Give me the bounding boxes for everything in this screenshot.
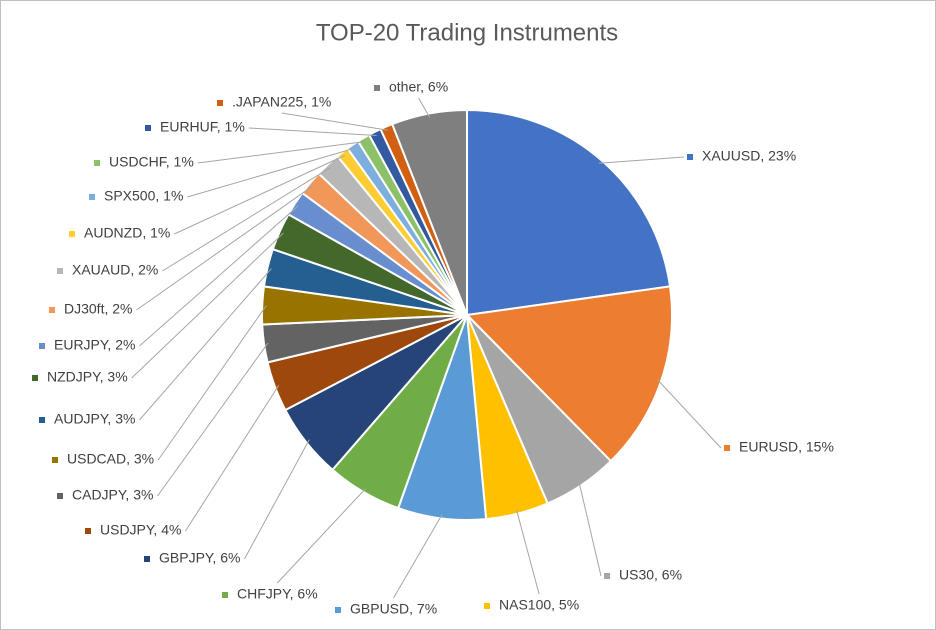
data-label: XAUUSD, 23% — [702, 148, 796, 164]
label-marker — [32, 375, 38, 381]
label-marker — [57, 268, 63, 274]
label-marker — [687, 154, 693, 160]
data-label: .JAPAN225, 1% — [232, 94, 331, 110]
leader-line — [185, 385, 280, 532]
leader-line — [248, 127, 377, 136]
data-label: USDJPY, 4% — [100, 522, 181, 538]
leader-line — [157, 342, 269, 497]
label-marker — [89, 194, 95, 200]
label-marker — [604, 573, 610, 579]
data-label: EURJPY, 2% — [54, 337, 135, 353]
data-label: XAUAUD, 2% — [72, 262, 158, 278]
data-label: EURHUF, 1% — [160, 119, 245, 135]
data-label: CHFJPY, 6% — [237, 586, 318, 602]
label-marker — [222, 592, 228, 598]
label-marker — [49, 307, 55, 313]
label-marker — [724, 445, 730, 451]
chart-title: TOP-20 Trading Instruments — [316, 19, 618, 46]
leader-line — [276, 488, 366, 584]
data-label: SPX500, 1% — [104, 188, 183, 204]
data-label: USDCHF, 1% — [109, 154, 194, 170]
leader-line — [157, 305, 267, 461]
label-marker — [85, 528, 91, 534]
leader-line — [174, 154, 346, 235]
pie-slice — [464, 285, 673, 463]
data-label: GBPUSD, 7% — [350, 601, 437, 617]
data-label: USDCAD, 3% — [67, 451, 154, 467]
data-label: other, 6% — [389, 79, 448, 95]
data-label: CADJPY, 3% — [72, 487, 153, 503]
label-marker — [69, 231, 75, 237]
leader-line — [578, 481, 602, 577]
leader-line — [598, 156, 685, 164]
leader-line — [187, 147, 356, 198]
label-marker — [144, 556, 150, 562]
leader-line — [139, 205, 299, 347]
leader-line — [197, 140, 366, 164]
data-label: NZDJPY, 3% — [47, 369, 128, 385]
data-label: GBPJPY, 6% — [159, 550, 240, 566]
leader-line — [393, 514, 443, 599]
label-marker — [57, 493, 63, 499]
label-marker — [39, 417, 45, 423]
label-marker — [39, 343, 45, 349]
label-marker — [484, 603, 490, 609]
label-marker — [374, 85, 380, 91]
label-marker — [145, 125, 151, 131]
leader-line — [516, 509, 540, 595]
data-label: EURUSD, 15% — [739, 439, 834, 455]
leader-line — [131, 232, 284, 379]
label-marker — [52, 457, 58, 463]
label-marker — [335, 607, 341, 613]
data-label: AUDNZD, 1% — [84, 225, 170, 241]
label-marker — [217, 100, 223, 106]
data-label: DJ30ft, 2% — [64, 301, 132, 317]
pie-slice — [390, 108, 468, 316]
leader-line — [162, 167, 331, 272]
pie-slice — [466, 108, 672, 317]
leader-line — [281, 112, 388, 131]
leader-line — [244, 439, 310, 560]
data-label: AUDJPY, 3% — [54, 411, 135, 427]
leader-line — [136, 185, 314, 311]
label-marker — [94, 160, 100, 166]
data-label: NAS100, 5% — [499, 597, 579, 613]
leader-line — [657, 379, 722, 449]
leader-line — [418, 97, 431, 118]
data-label: US30, 6% — [619, 567, 682, 583]
leader-line — [139, 268, 272, 421]
